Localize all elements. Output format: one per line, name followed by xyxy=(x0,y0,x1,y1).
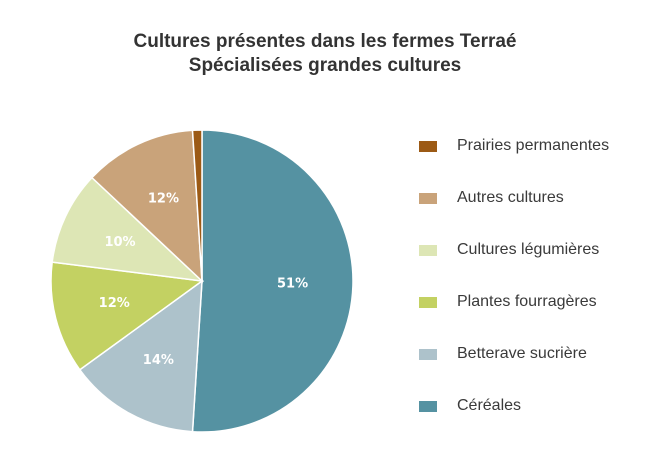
chart-title: Cultures présentes dans les fermes Terra… xyxy=(133,31,517,52)
pie-slice-0 xyxy=(191,129,354,433)
slice-label-5: 1% xyxy=(186,113,208,128)
legend-label: Autres cultures xyxy=(457,189,564,206)
legend-swatch xyxy=(419,244,437,256)
slice-label-4: 12% xyxy=(148,192,179,207)
slice-label-2: 12% xyxy=(99,296,130,311)
legend-label: Plantes fourragères xyxy=(457,293,597,310)
pie-slice-2 xyxy=(50,261,204,371)
pie-slice-1 xyxy=(78,279,203,433)
legend-item: Autres cultures xyxy=(419,188,564,208)
legend-label: Céréales xyxy=(457,397,522,414)
pie-slice-5 xyxy=(191,129,203,282)
legend-swatch xyxy=(419,400,437,412)
legend-item: Céréales xyxy=(419,396,521,416)
legend-item: Prairies permanentes xyxy=(419,136,609,156)
legend-label: Cultures légumières xyxy=(457,241,600,258)
legend-label: Betterave sucrière xyxy=(457,345,587,362)
legend-swatch xyxy=(419,296,437,308)
legend-label: Prairies permanentes xyxy=(457,137,610,154)
slice-label-0: 51% xyxy=(277,276,308,291)
chart-subtitle: Spécialisées grandes cultures xyxy=(188,55,462,76)
legend-item: Betterave sucrière xyxy=(419,344,587,364)
pie-slice-3 xyxy=(51,176,205,283)
legend-swatch xyxy=(419,348,437,360)
slice-label-3: 10% xyxy=(104,235,135,250)
legend-item: Plantes fourragères xyxy=(419,292,597,312)
legend-swatch xyxy=(419,192,437,204)
legend-item: Cultures légumières xyxy=(419,240,599,260)
legend-swatch xyxy=(419,140,437,152)
pie-slice-4 xyxy=(90,129,203,283)
slice-label-1: 14% xyxy=(143,353,174,368)
